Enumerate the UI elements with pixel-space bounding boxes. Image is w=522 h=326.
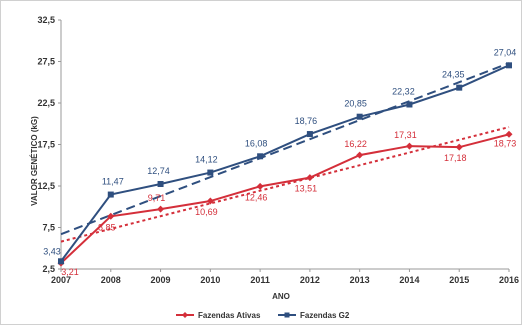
data-point-fazendas-ativas	[206, 197, 214, 205]
data-point-fazendas-g2	[107, 191, 114, 198]
x-tick-label: 2013	[350, 275, 370, 285]
data-label-fazendas-g2: 12,74	[147, 166, 170, 176]
data-label-fazendas-ativas: 3,21	[61, 267, 79, 277]
series-line-fazendas-g2	[60, 64, 510, 262]
legend: Fazendas Ativas Fazendas G2	[176, 311, 350, 320]
x-tick-label: 2008	[101, 275, 121, 285]
x-tick-label: 2010	[200, 275, 220, 285]
legend-label-fazendas-ativas: Fazendas Ativas	[198, 311, 261, 320]
y-tick-label: 22,5	[37, 98, 55, 108]
data-point-fazendas-g2	[406, 101, 413, 108]
data-point-fazendas-ativas	[405, 142, 413, 150]
data-label-fazendas-g2: 27,04	[494, 47, 517, 57]
data-point-fazendas-g2	[207, 169, 214, 176]
data-point-fazendas-ativas	[505, 130, 513, 138]
data-label-fazendas-ativas: 13,51	[295, 184, 318, 194]
data-point-fazendas-g2	[157, 181, 164, 188]
x-axis-title: ANO	[272, 292, 290, 301]
y-tick-label: 2,5	[42, 264, 55, 274]
legend-marker-fazendas-ativas	[182, 312, 188, 318]
data-label-fazendas-g2: 16,08	[245, 138, 268, 148]
x-tick-label: 2009	[151, 275, 171, 285]
data-point-fazendas-ativas	[157, 205, 165, 213]
data-point-fazendas-ativas	[455, 143, 463, 151]
axes: 2,5 7,5 12,5 17,5 22,5 27,5 32,5 2007 2008 2009 20…	[37, 15, 519, 285]
data-point-fazendas-ativas	[256, 182, 264, 190]
data-label-fazendas-ativas: 8,85	[98, 222, 116, 232]
legend-label-fazendas-g2: Fazendas G2	[300, 311, 350, 320]
data-label-fazendas-g2: 24,35	[442, 70, 465, 80]
series-lines	[57, 62, 513, 267]
x-tick-label: 2012	[300, 275, 320, 285]
x-tick-label: 2007	[51, 275, 71, 285]
data-label-fazendas-g2: 11,47	[102, 177, 124, 187]
trendlines	[60, 62, 510, 243]
data-label-fazendas-ativas: 12,46	[245, 192, 268, 202]
data-point-fazendas-ativas	[107, 212, 115, 220]
data-label-fazendas-ativas: 18,73	[494, 138, 517, 148]
y-tick-label: 7,5	[42, 223, 55, 233]
y-tick-label: 27,5	[37, 57, 55, 67]
data-label-fazendas-g2: 14,12	[195, 155, 218, 165]
data-point-fazendas-ativas	[306, 174, 314, 182]
y-tick-label: 17,5	[37, 140, 55, 150]
legend-marker-fazendas-g2	[284, 312, 290, 318]
y-axis-title: VALOR GENÉTICO (kG)	[30, 116, 39, 206]
data-point-fazendas-g2	[506, 62, 512, 69]
y-tick-label: 32,5	[37, 15, 55, 25]
x-tick-label: 2015	[449, 275, 469, 285]
data-point-fazendas-ativas	[356, 151, 364, 159]
data-label-fazendas-ativas: 17,31	[394, 130, 417, 140]
series-line-fazendas-ativas	[60, 133, 510, 264]
data-label-fazendas-g2: 20,85	[344, 99, 367, 109]
y-tick-label: 12,5	[37, 181, 55, 191]
data-label-fazendas-ativas: 17,18	[444, 153, 467, 163]
x-tick-label: 2011	[250, 275, 270, 285]
x-tick-label: 2014	[399, 275, 419, 285]
data-label-fazendas-ativas: 10,69	[195, 207, 218, 217]
data-point-fazendas-g2	[456, 84, 463, 91]
x-tick-label: 2016	[499, 275, 519, 285]
data-point-fazendas-g2	[257, 153, 264, 160]
data-labels: 3,21 8,85 9,71 10,69 12,46 13,51 16,22 17,31 17,…	[43, 47, 516, 277]
data-label-fazendas-ativas: 16,22	[344, 139, 367, 149]
data-label-fazendas-g2: 22,32	[392, 86, 415, 96]
data-point-fazendas-g2	[356, 113, 363, 120]
data-label-fazendas-ativas: 9,71	[148, 193, 166, 203]
trendline-fazendas-g2	[60, 62, 510, 236]
data-label-fazendas-g2: 18,76	[295, 116, 318, 126]
data-point-fazendas-g2	[306, 131, 313, 138]
data-point-fazendas-g2	[58, 258, 64, 265]
data-label-fazendas-g2: 3,43	[43, 246, 61, 256]
